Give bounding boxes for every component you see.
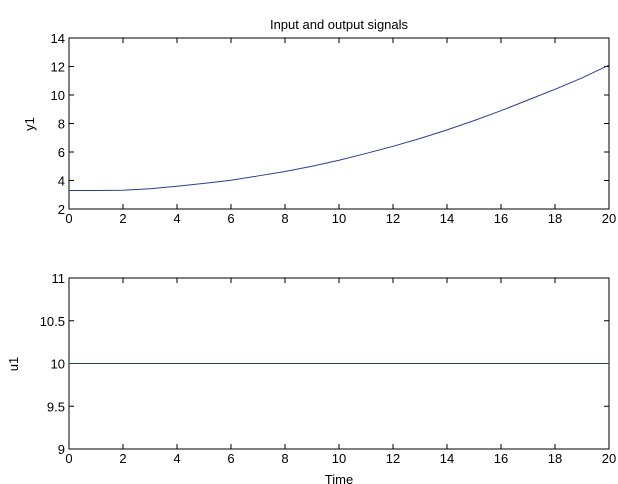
x-tick-label: 8 bbox=[281, 211, 288, 226]
x-tick-label: 12 bbox=[386, 451, 400, 466]
y-tick-label: 10 bbox=[51, 357, 65, 372]
series-line-y1 bbox=[69, 64, 610, 191]
x-tick-label: 10 bbox=[332, 211, 346, 226]
y-tick-label: 4 bbox=[58, 174, 65, 189]
y-tick-label: 14 bbox=[51, 31, 65, 46]
x-tick-label: 18 bbox=[548, 451, 562, 466]
x-tick-label: 16 bbox=[494, 211, 508, 226]
x-tick-label: 0 bbox=[65, 451, 72, 466]
y-tick-label: 9.5 bbox=[47, 399, 65, 414]
y-tick-label: 10.5 bbox=[40, 314, 65, 329]
y-tick-label: 6 bbox=[58, 145, 65, 160]
tick-labels-u1: 0 2 4 6 8 10 12 14 16 18 20 9 9.5 10 10.5 11 bbox=[40, 271, 617, 466]
y-tick-label: 12 bbox=[51, 60, 65, 75]
ticks-y1 bbox=[68, 37, 610, 210]
y-tick-label: 9 bbox=[58, 442, 65, 457]
axes-box-y1 bbox=[68, 37, 610, 210]
subplot-u1: 0 2 4 6 8 10 12 14 16 18 20 9 9.5 10 10.5 11 u1 Time bbox=[6, 271, 616, 484]
xlabel-time: Time bbox=[325, 472, 353, 484]
x-tick-label: 2 bbox=[119, 211, 126, 226]
x-tick-label: 12 bbox=[386, 211, 400, 226]
x-tick-label: 14 bbox=[440, 211, 454, 226]
x-tick-label: 6 bbox=[227, 451, 234, 466]
chart-title: Input and output signals bbox=[270, 17, 409, 32]
y-tick-label: 10 bbox=[51, 88, 65, 103]
y-tick-label: 11 bbox=[52, 271, 66, 286]
ylabel-y1: y1 bbox=[22, 117, 37, 131]
x-tick-label: 20 bbox=[602, 211, 616, 226]
x-tick-label: 4 bbox=[173, 211, 180, 226]
x-tick-label: 14 bbox=[440, 451, 454, 466]
ticks-u1 bbox=[68, 277, 610, 450]
x-tick-label: 6 bbox=[227, 211, 234, 226]
x-tick-label: 20 bbox=[602, 451, 616, 466]
ylabel-u1: u1 bbox=[6, 357, 21, 371]
x-tick-label: 0 bbox=[65, 211, 72, 226]
x-tick-label: 10 bbox=[332, 451, 346, 466]
x-tick-label: 2 bbox=[119, 451, 126, 466]
x-tick-label: 18 bbox=[548, 211, 562, 226]
x-tick-label: 8 bbox=[281, 451, 288, 466]
x-tick-label: 4 bbox=[173, 451, 180, 466]
x-tick-label: 16 bbox=[494, 451, 508, 466]
y-tick-label: 2 bbox=[58, 202, 65, 217]
subplot-y1: Input and output signals 0 2 4 6 8 10 12 14 16 18… bbox=[22, 17, 616, 226]
y-tick-label: 8 bbox=[58, 117, 65, 132]
